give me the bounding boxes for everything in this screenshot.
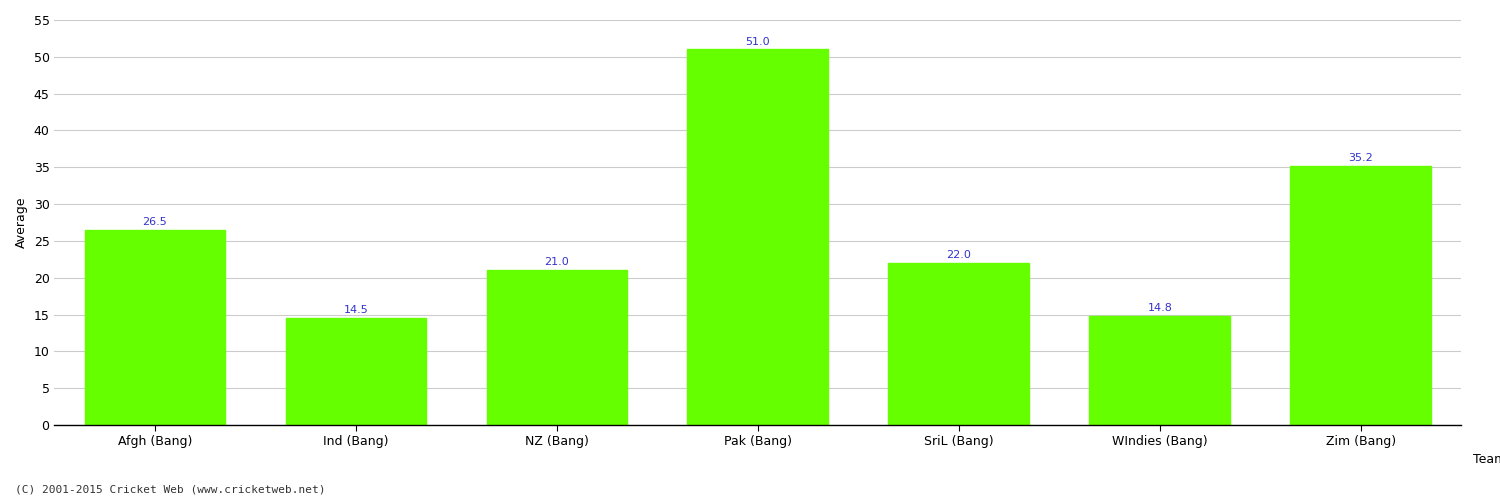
Text: 22.0: 22.0 — [946, 250, 970, 260]
Text: 26.5: 26.5 — [142, 217, 168, 227]
Bar — [285, 318, 426, 425]
Text: 51.0: 51.0 — [746, 36, 770, 46]
Bar — [888, 263, 1029, 425]
Y-axis label: Average: Average — [15, 197, 28, 248]
Text: 14.8: 14.8 — [1148, 303, 1172, 313]
Bar — [687, 50, 828, 425]
Text: 35.2: 35.2 — [1348, 153, 1372, 163]
X-axis label: Team: Team — [1473, 454, 1500, 466]
Text: 21.0: 21.0 — [544, 258, 568, 268]
Bar — [486, 270, 627, 425]
Text: 14.5: 14.5 — [344, 306, 369, 316]
Bar — [84, 230, 225, 425]
Bar — [1089, 316, 1230, 425]
Bar — [1290, 166, 1431, 425]
Text: (C) 2001-2015 Cricket Web (www.cricketweb.net): (C) 2001-2015 Cricket Web (www.cricketwe… — [15, 485, 326, 495]
